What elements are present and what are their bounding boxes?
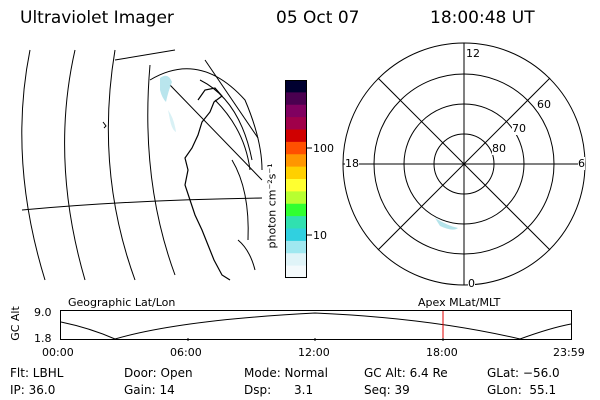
meridian-line: [64, 49, 86, 281]
meridian-line: [107, 49, 136, 281]
colorbar-swatch: [285, 166, 307, 180]
mode-status: Mode: Normal: [244, 366, 328, 380]
timeline-ymax: 9.0: [34, 306, 52, 319]
colorbar-swatch: [285, 203, 307, 217]
colorbar-unit-label: photon cm⁻²s⁻¹: [265, 163, 279, 249]
coastline: [102, 121, 107, 129]
timeline-xtick-label: 00:00: [42, 346, 74, 359]
time-label: 18:00:48 UT: [430, 8, 535, 28]
colorbar-tick-label: 100: [313, 142, 334, 155]
mlat-label-70: 70: [512, 122, 526, 135]
colorbar-swatch: [285, 179, 307, 192]
altitude-timeline: [60, 310, 572, 341]
date-label: 05 Oct 07: [276, 8, 360, 28]
colorbar-swatch: [285, 104, 307, 118]
instrument-title: Ultraviolet Imager: [20, 8, 174, 28]
timeline-xtick-label: 23:59: [553, 346, 585, 359]
mlt-label-6: 6: [578, 157, 585, 170]
glon-status: GLon: 55.1: [487, 383, 557, 397]
door-status: Door: Open: [124, 366, 193, 380]
geographic-map: [21, 49, 263, 281]
mlt-label-18: 18: [345, 157, 359, 170]
colorbar-swatch: [285, 80, 307, 93]
timeline-xtick-label: 06:00: [170, 346, 202, 359]
auroral-emission: [168, 110, 176, 132]
limb-arc: [214, 99, 251, 171]
mlat-label-60: 60: [537, 98, 551, 111]
mlt-line-diagonal: [377, 77, 551, 251]
meridian-line: [204, 59, 259, 139]
colorbar-swatch: [285, 216, 307, 230]
mlat-label-80: 80: [492, 142, 506, 155]
coastline: [184, 87, 231, 281]
colorbar-swatch: [285, 253, 307, 267]
colorbar-swatch: [285, 191, 307, 205]
timeline-xtick-label: 12:00: [298, 346, 330, 359]
timeline-ymin: 1.8: [34, 332, 52, 345]
meridian-line: [114, 49, 176, 61]
mlt-label-0: 0: [468, 277, 475, 290]
auroral-emission: [435, 218, 458, 230]
colorbar-swatch: [285, 141, 307, 155]
terminator-line: [169, 84, 263, 181]
colorbar-swatch: [285, 265, 307, 279]
gain-status: Gain: 14: [124, 383, 175, 397]
colorbar-swatch: [285, 117, 307, 131]
limb-arc: [231, 159, 249, 241]
mlt-label-12: 12: [466, 47, 480, 60]
timeline-left-title: Geographic Lat/Lon: [68, 296, 176, 309]
colorbar-swatch: [285, 154, 307, 168]
colorbar-swatch: [285, 228, 307, 242]
meridian-line: [147, 64, 176, 276]
earth-limb: [149, 68, 263, 171]
timeline-right-title: Apex MLat/MLT: [418, 296, 501, 309]
polar-plot: [342, 42, 586, 286]
colorbar-swatch: [285, 129, 307, 143]
dsp-status: Dsp: 3.1: [244, 383, 314, 397]
colorbar-tick-label: 10: [313, 229, 327, 242]
timeline-ylabel: GC Alt: [8, 306, 22, 341]
colorbar-swatch: [285, 240, 307, 254]
altitude-curve: [60, 312, 572, 340]
timeline-xtick-label: 18:00: [426, 346, 458, 359]
glat-status: GLat: −56.0: [487, 366, 560, 380]
limb-arc: [237, 239, 256, 271]
meridian-line: [21, 49, 46, 281]
seq-status: Seq: 39: [364, 383, 410, 397]
colorbar-swatch: [285, 92, 307, 106]
ip-status: IP: 36.0: [10, 383, 56, 397]
colorbar: [285, 80, 312, 279]
auroral-emission: [160, 75, 172, 102]
latitude-line: [21, 197, 263, 211]
filter-status: Flt: LBHL: [10, 366, 64, 380]
limb-arc: [199, 79, 253, 161]
gc-alt-status: GC Alt: 6.4 Re: [364, 366, 448, 380]
